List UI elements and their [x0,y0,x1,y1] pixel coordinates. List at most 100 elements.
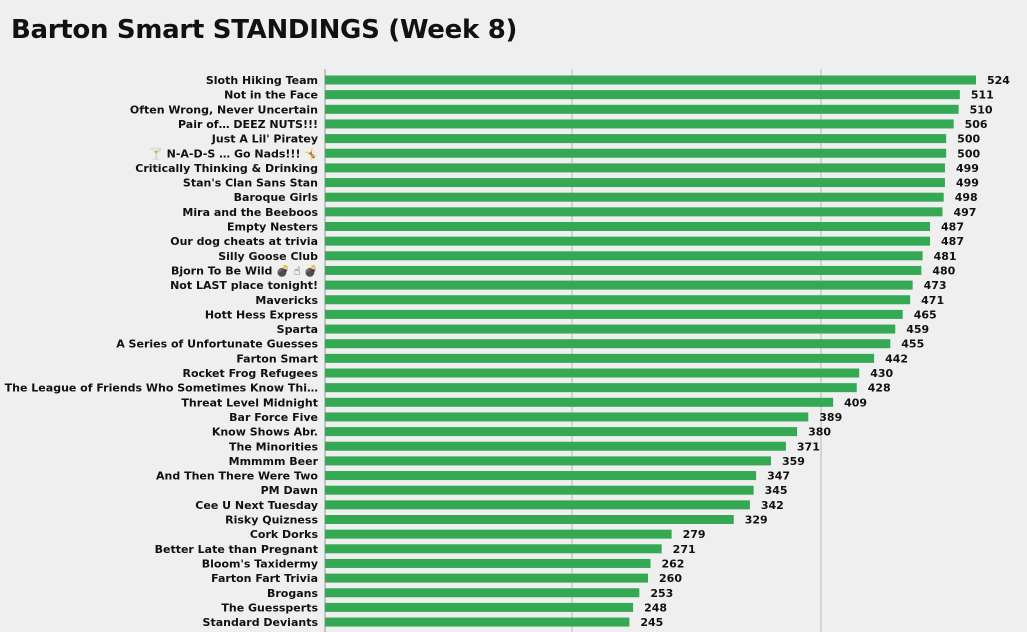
bar [325,544,662,554]
category-label: The Guessperts [221,601,318,614]
category-label: Empty Nesters [227,221,318,234]
value-label: 329 [745,514,768,527]
bar [325,265,922,275]
value-label: 473 [924,279,947,292]
value-label: 262 [662,557,685,570]
value-label: 248 [644,601,667,614]
bar [325,485,754,495]
bar [325,324,896,334]
value-label: 371 [797,440,820,453]
bar [325,353,875,363]
bar [325,104,959,114]
category-label: Risky Quizness [225,514,318,527]
value-labels: 5245115105065005004994994984974874874814… [640,74,1010,629]
category-label: Farton Fart Trivia [211,572,318,585]
value-label: 271 [673,543,696,556]
value-label: 455 [901,338,924,351]
value-label: 253 [650,587,673,600]
category-label: Our dog cheats at trivia [170,235,318,248]
category-label: Bloom's Taxidermy [202,557,318,570]
category-label: Bar Force Five [229,411,318,424]
value-label: 409 [844,396,867,409]
bar [325,500,750,510]
category-label: Brogans [267,587,318,600]
bar [325,192,944,202]
value-label: 481 [934,250,957,263]
category-label: Pair of… DEEZ NUTS!!! [178,118,318,131]
value-label: 380 [808,426,831,439]
bar [325,295,911,305]
value-label: 497 [953,206,976,219]
category-label: Know Shows Abr. [212,426,318,439]
category-label: Baroque Girls [234,191,319,204]
chart-title: Barton Smart STANDINGS (Week 8) [11,15,518,45]
bar [325,222,931,231]
value-label: 345 [765,484,788,497]
value-label: 524 [987,74,1010,87]
category-label: Standard Deviants [203,616,319,629]
category-label: Not LAST place tonight! [170,279,318,292]
category-label: 🍸 N-A-D-S … Go Nads!!! 🤸 [149,146,318,160]
bar [325,412,809,422]
value-label: 430 [870,367,893,380]
bar [325,427,798,437]
bar [325,471,757,481]
bar [325,280,913,290]
bar [325,368,860,378]
value-label: 459 [906,323,929,336]
bars [325,75,976,627]
value-label: 499 [956,162,979,175]
bar [325,529,672,539]
category-label: Hott Hess Express [205,308,319,321]
value-label: 500 [957,133,980,146]
bar [325,617,630,627]
value-label: 428 [868,382,891,395]
bar [325,515,734,524]
bar [325,383,857,393]
value-label: 471 [921,294,944,307]
value-label: 279 [683,528,706,541]
category-label: Just A Lil' Piratey [211,133,318,146]
bar [325,148,947,158]
bar [325,456,772,466]
category-label: A Series of Unfortunate Guesses [116,338,318,351]
category-label: Rocket Frog Refugees [182,367,318,380]
category-label: Critically Thinking & Drinking [135,162,318,175]
value-label: 347 [767,470,790,483]
value-label: 487 [941,235,964,248]
category-label: Often Wrong, Never Uncertain [130,103,318,116]
category-label: Threat Level Midnight [181,396,318,409]
bar [325,441,786,451]
bar [325,588,640,598]
category-label: Mmmmm Beer [229,455,319,468]
value-label: 510 [970,103,993,116]
value-label: 342 [761,499,784,512]
category-label: Mavericks [255,294,318,307]
category-label: The Minorities [229,440,318,453]
bar [325,309,903,319]
value-label: 500 [957,147,980,160]
category-label: Bjorn To Be Wild 💣 ☝ 💣 [171,264,318,278]
bar [325,207,943,217]
value-label: 389 [819,411,842,424]
bar [325,75,976,85]
category-label: The League of Friends Who Sometimes Know… [5,382,318,395]
category-label: Better Late than Pregnant [155,543,318,556]
category-label: Mira and the Beeboos [182,206,318,219]
value-label: 260 [659,572,682,585]
bar [325,163,945,173]
value-label: 487 [941,221,964,234]
value-label: 511 [971,89,994,102]
value-label: 442 [885,352,908,365]
bar [325,178,945,188]
category-label: Not in the Face [224,89,318,102]
bar [325,251,923,261]
category-label: Sloth Hiking Team [206,74,318,87]
value-label: 480 [932,264,955,277]
value-label: 359 [782,455,805,468]
category-label: Silly Goose Club [218,250,318,263]
category-label: PM Dawn [261,484,318,497]
